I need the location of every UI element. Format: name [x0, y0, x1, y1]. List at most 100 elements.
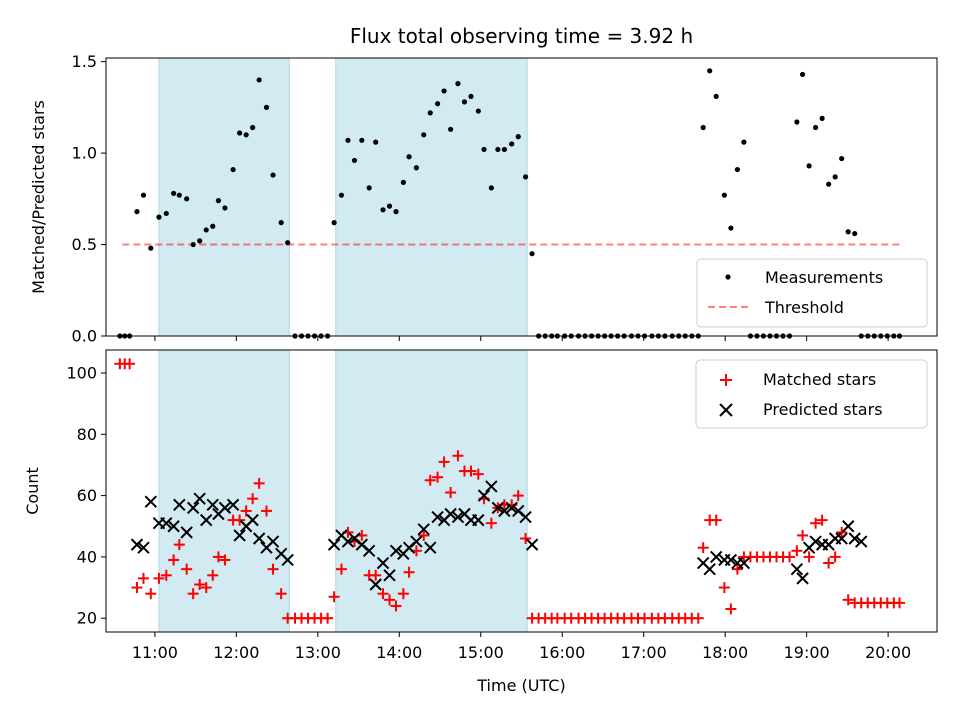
- y-tick-label: 80: [77, 425, 97, 444]
- predicted-star-point: [246, 513, 259, 527]
- measurement-point: [852, 230, 858, 237]
- measurement-point: [427, 110, 433, 116]
- top-y-axis-label: Matched/Predicted stars: [29, 100, 48, 294]
- predicted-star-point: [218, 501, 232, 515]
- measurement-point: [461, 99, 468, 105]
- matched-star-point: [823, 557, 835, 569]
- shaded-span: [335, 349, 528, 633]
- top-x-axis-ticks: [154, 336, 889, 341]
- matched-star-point: [384, 594, 396, 606]
- measurements-series: [117, 68, 903, 339]
- matched-star-point: [803, 551, 815, 563]
- measurement-point: [794, 119, 800, 125]
- matched-star-point: [124, 358, 136, 370]
- matched-star-point: [710, 514, 722, 526]
- measurement-point: [468, 93, 474, 100]
- measurement-point: [515, 134, 521, 140]
- top-legend-box: [696, 258, 928, 328]
- bottom-shaded-spans: [158, 349, 528, 633]
- matched-star-point: [328, 591, 340, 603]
- predicted-star-point: [180, 526, 193, 539]
- measurement-point: [366, 185, 372, 191]
- x-tick-label: 20:00: [865, 643, 911, 662]
- predicted-star-point: [519, 510, 532, 524]
- bottom-legend: Matched stars Predicted stars: [695, 359, 928, 429]
- top-legend: Measurements Threshold: [696, 258, 928, 328]
- predicted-star-point: [144, 495, 158, 508]
- matched-star-point: [153, 572, 165, 584]
- predicted-star-point: [206, 498, 219, 512]
- measurement-point: [163, 210, 169, 217]
- matched-star-point: [377, 588, 389, 600]
- legend-matched-marker: [720, 374, 732, 386]
- measurement-point: [359, 137, 365, 143]
- x-tick-label: 18:00: [702, 643, 748, 662]
- measurement-point: [713, 93, 719, 100]
- measurement-point: [839, 155, 845, 162]
- measurement-point: [819, 115, 825, 121]
- measurement-point: [222, 205, 228, 211]
- measurement-point: [700, 124, 706, 131]
- predicted-star-point: [417, 523, 430, 536]
- predicted-star-point: [724, 553, 738, 567]
- matched-star-point: [731, 563, 743, 575]
- matched-star-point: [697, 542, 709, 554]
- top-panel: 0.0 0.5 1.0 1.5 Matched/Predicted stars Mea…: [29, 52, 938, 346]
- predicted-stars-series: [130, 480, 868, 591]
- matched-star-point: [692, 612, 704, 624]
- matched-star-point: [173, 539, 185, 551]
- measurement-point: [448, 126, 454, 132]
- matched-star-point: [725, 603, 737, 615]
- predicted-star-point: [200, 513, 213, 527]
- matched-star-point: [816, 514, 828, 526]
- predicted-star-point: [451, 510, 465, 524]
- measurement-point: [455, 81, 461, 87]
- predicted-star-point: [252, 532, 266, 545]
- measurement-point: [522, 174, 529, 180]
- bottom-legend-box: [695, 359, 928, 429]
- matched-star-point: [181, 563, 193, 575]
- predicted-star-point: [498, 504, 511, 518]
- measurement-point: [338, 192, 345, 198]
- measurement-point: [488, 185, 494, 191]
- matched-star-point: [247, 493, 259, 505]
- top-y-axis: 0.0 0.5 1.0 1.5: [72, 52, 106, 346]
- matched-star-point: [397, 588, 409, 600]
- y-tick-label: 60: [77, 486, 97, 505]
- predicted-star-point: [362, 544, 376, 557]
- predicted-star-point: [431, 510, 444, 524]
- predicted-star-point: [491, 501, 505, 515]
- measurement-point: [813, 124, 819, 131]
- legend-measurements-label: Measurements: [765, 268, 883, 287]
- bottom-panel: 20 40 60 80 100 11:00 12:00 13:00 14:00 15:00 16:…: [23, 349, 938, 695]
- predicted-star-point: [193, 492, 206, 505]
- predicted-star-point: [737, 556, 751, 570]
- predicted-star-point: [848, 532, 861, 545]
- x-axis-label: Time (UTC): [476, 676, 565, 695]
- x-tick-label: 17:00: [621, 643, 667, 662]
- measurement-point: [806, 163, 812, 169]
- matched-star-point: [200, 582, 212, 594]
- predicted-star-point: [809, 535, 822, 548]
- measurement-point: [707, 68, 713, 74]
- measurement-point: [826, 181, 832, 187]
- measurement-point: [509, 141, 515, 147]
- predicted-star-point: [525, 538, 539, 551]
- matched-star-point: [784, 551, 796, 563]
- matched-star-point: [275, 588, 287, 600]
- predicted-star-point: [505, 501, 518, 515]
- matched-star-point: [145, 588, 157, 600]
- measurement-point: [721, 192, 727, 198]
- predicted-star-point: [703, 562, 716, 576]
- matched-star-point: [452, 450, 464, 462]
- matched-star-point: [797, 529, 809, 541]
- measurement-point: [734, 166, 740, 173]
- matched-stars-series: [114, 358, 906, 624]
- predicted-star-point: [841, 520, 855, 533]
- x-tick-label: 12:00: [213, 643, 259, 662]
- predicted-star-point: [383, 569, 396, 582]
- predicted-star-point: [444, 507, 457, 521]
- matched-star-point: [791, 545, 803, 557]
- shaded-span: [335, 57, 528, 337]
